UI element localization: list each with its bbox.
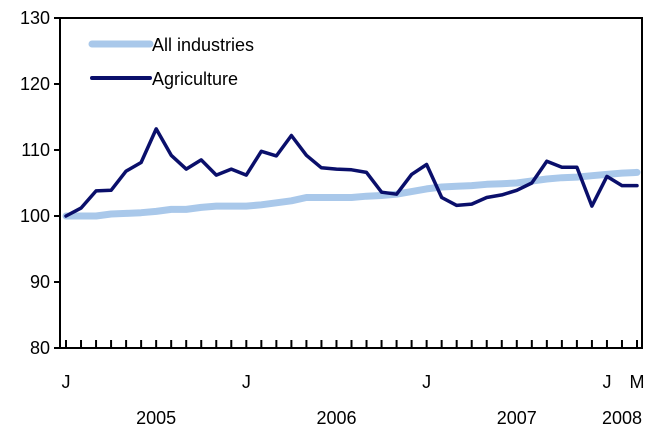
x-month-label: J	[422, 372, 431, 392]
legend-label-all-industries: All industries	[152, 35, 254, 55]
x-year-label: 2008	[602, 408, 642, 428]
series-line-all-industries	[62, 168, 641, 220]
y-tick-label: 80	[30, 338, 50, 358]
x-year-label: 2007	[497, 408, 537, 428]
axis-layer	[54, 17, 643, 349]
y-tick-label: 90	[30, 272, 50, 292]
series-line-agriculture	[64, 127, 639, 218]
x-month-label: J	[242, 372, 251, 392]
y-tick-label: 100	[20, 206, 50, 226]
legend-label-agriculture: Agriculture	[152, 69, 238, 89]
x-year-label: 2005	[136, 408, 176, 428]
y-tick-label: 120	[20, 74, 50, 94]
y-tick-label: 110	[21, 140, 50, 160]
x-year-label: 2006	[316, 408, 356, 428]
x-month-label: J	[62, 372, 71, 392]
series-layer	[62, 127, 641, 220]
plot-frame	[59, 17, 643, 349]
y-tick-label: 130	[20, 8, 50, 28]
legend: All industries Agriculture	[88, 35, 254, 89]
x-month-label: M	[630, 372, 645, 392]
x-month-label: J	[602, 372, 611, 392]
